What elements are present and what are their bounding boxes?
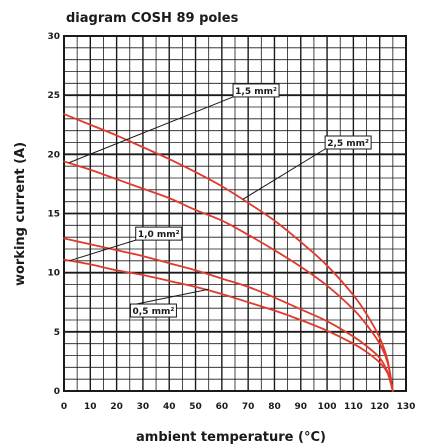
series-line-1-5-mm bbox=[63, 160, 394, 392]
y-tick-label: 30 bbox=[47, 32, 60, 42]
series-lines bbox=[63, 113, 394, 392]
grid bbox=[63, 35, 407, 392]
annotation-box bbox=[135, 226, 183, 241]
x-axis-label: ambient temperature (°C) bbox=[136, 430, 326, 445]
y-tick-label: 5 bbox=[54, 328, 60, 338]
annotation-box bbox=[232, 83, 280, 98]
x-tick-label: 20 bbox=[110, 402, 123, 412]
series-annotations: 1,5 mm² 2,5 mm² 1,0 mm² 0,5 mm² bbox=[69, 83, 372, 318]
annotation-pointer bbox=[136, 288, 209, 305]
x-tick-label: 0 bbox=[61, 402, 67, 412]
x-tick-label: 50 bbox=[189, 402, 202, 412]
y-tick-label: 20 bbox=[47, 150, 60, 160]
series-line-0-5-mm bbox=[63, 258, 394, 392]
x-tick-label: 110 bbox=[344, 402, 363, 412]
x-tick-label: 30 bbox=[137, 402, 150, 412]
annotation-box bbox=[324, 135, 372, 150]
series-label: 2,5 mm² bbox=[327, 139, 369, 149]
x-tick-label: 60 bbox=[216, 402, 229, 412]
annotation-pointer bbox=[69, 96, 234, 164]
x-tick-label: 40 bbox=[163, 402, 176, 412]
x-tick-label: 70 bbox=[242, 402, 255, 412]
y-tick-label: 25 bbox=[47, 91, 60, 101]
series-line-2-5-mm bbox=[63, 113, 394, 392]
annotation-pointer bbox=[242, 148, 326, 200]
series-label: 1,0 mm² bbox=[138, 230, 180, 240]
y-tick-label: 0 bbox=[54, 387, 60, 397]
series-label: 1,5 mm² bbox=[235, 87, 277, 97]
y-tick-label: 10 bbox=[47, 269, 60, 279]
x-tick-label: 100 bbox=[318, 402, 337, 412]
annotation-box bbox=[129, 303, 177, 318]
annotation-pointer bbox=[69, 239, 136, 262]
y-tick-label: 15 bbox=[47, 210, 60, 220]
x-tick-label: 80 bbox=[268, 402, 281, 412]
x-tick-label: 90 bbox=[295, 402, 308, 412]
series-line-1-0-mm bbox=[63, 237, 394, 392]
x-tick-label: 120 bbox=[370, 402, 389, 412]
axis-ticks: 0 10 20 30 40 50 60 70 80 90 100 110 120 130 0 5 10 15 20 2… bbox=[47, 32, 415, 412]
series-label: 0,5 mm² bbox=[133, 307, 175, 317]
x-tick-label: 10 bbox=[84, 402, 97, 412]
plot-frame bbox=[63, 35, 407, 392]
x-tick-label: 130 bbox=[397, 402, 416, 412]
y-axis-label: working current (A) bbox=[13, 142, 28, 286]
chart-title: diagram COSH 89 poles bbox=[66, 11, 239, 26]
